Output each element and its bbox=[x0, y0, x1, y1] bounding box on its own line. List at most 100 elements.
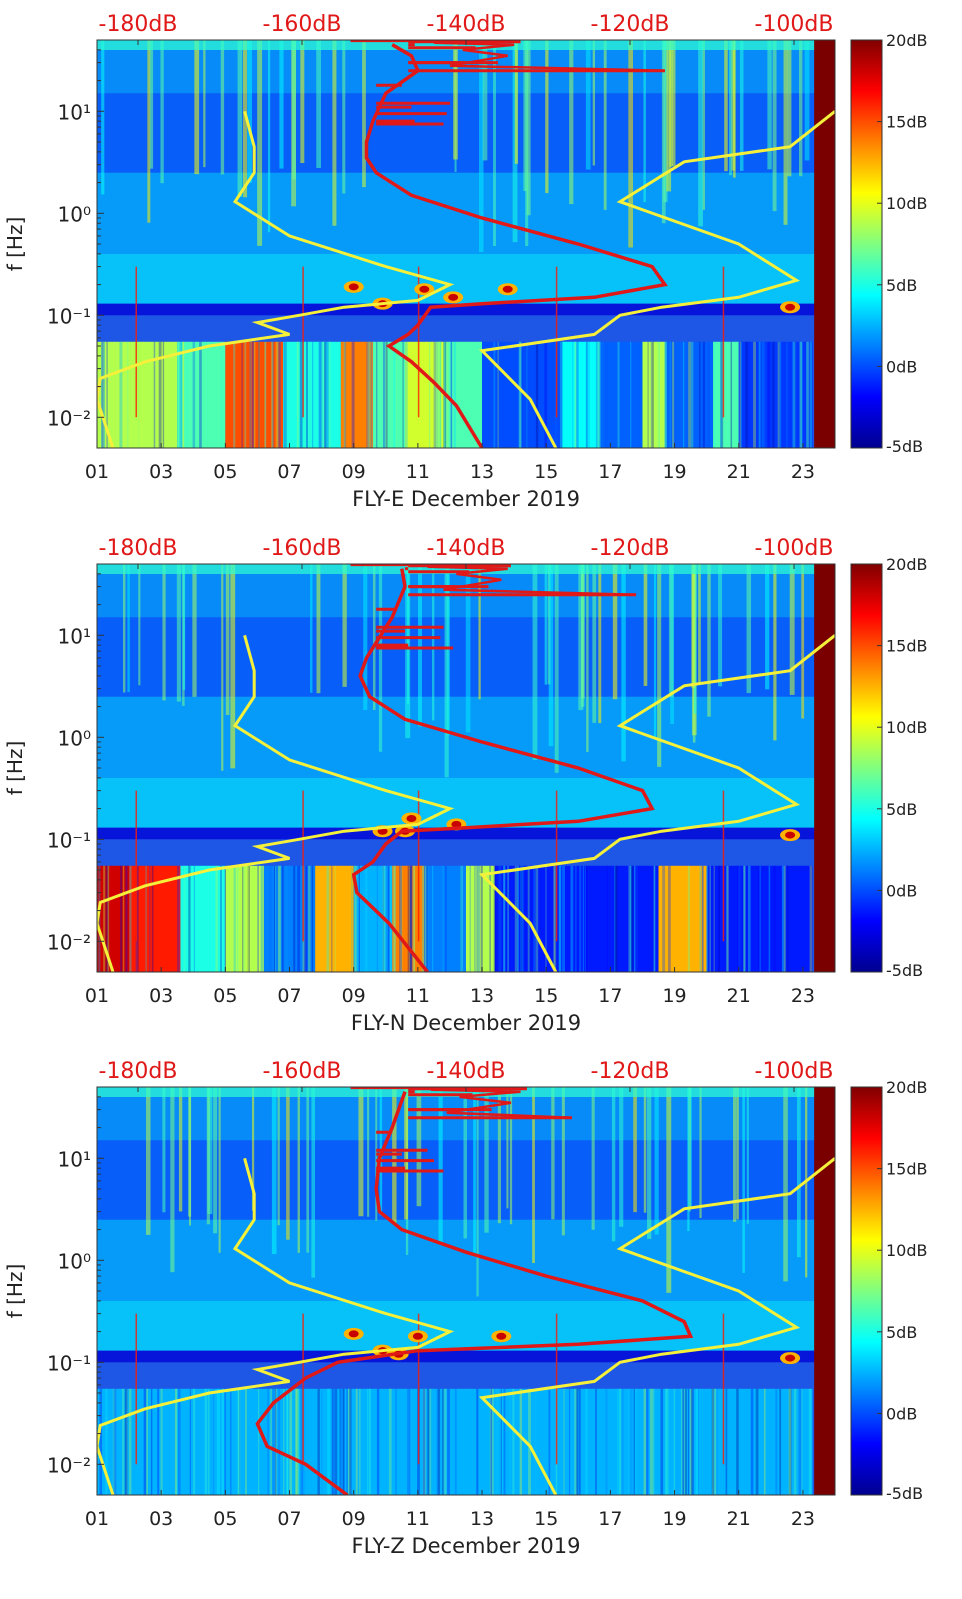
texture-stripe bbox=[326, 341, 329, 448]
texture-stripe bbox=[245, 1388, 247, 1495]
texture-stripe bbox=[684, 1388, 688, 1495]
texture-stripe bbox=[570, 865, 574, 972]
texture-stripe bbox=[576, 1388, 578, 1495]
texture-stripe bbox=[697, 1388, 701, 1495]
spike-line bbox=[722, 266, 725, 418]
texture-stripe bbox=[476, 1388, 479, 1495]
texture-stripe bbox=[520, 865, 522, 972]
texture-stripe bbox=[292, 1388, 295, 1495]
texture-stripe bbox=[269, 865, 272, 972]
low-freq-band bbox=[405, 341, 444, 448]
low-freq-band bbox=[424, 865, 466, 972]
texture-stripe bbox=[701, 865, 703, 972]
event-streak bbox=[592, 564, 597, 723]
data-end-bar bbox=[814, 564, 835, 972]
event-streak bbox=[316, 564, 321, 694]
texture-stripe bbox=[679, 1388, 681, 1495]
hotspot-core bbox=[412, 1332, 423, 1340]
event-streak bbox=[277, 1087, 280, 1226]
texture-stripe bbox=[738, 865, 742, 972]
texture-stripe bbox=[267, 1388, 269, 1495]
texture-stripe bbox=[781, 865, 785, 972]
colorbar-tick-label: -5dB bbox=[886, 961, 923, 980]
top-db-label: -160dB bbox=[263, 536, 342, 561]
texture-stripe bbox=[385, 341, 388, 448]
colorbar-tick-label: 15dB bbox=[886, 113, 928, 132]
hotspot-core bbox=[348, 1330, 359, 1338]
texture-stripe bbox=[454, 1388, 457, 1495]
texture-stripe bbox=[460, 865, 464, 972]
texture-stripe bbox=[220, 341, 224, 448]
top-db-label: -160dB bbox=[263, 12, 342, 37]
texture-stripe bbox=[237, 1388, 241, 1495]
texture-stripe bbox=[182, 341, 184, 448]
event-streak bbox=[453, 40, 458, 160]
texture-stripe bbox=[387, 865, 390, 972]
event-streak bbox=[101, 40, 105, 195]
texture-stripe bbox=[450, 341, 453, 448]
texture-stripe bbox=[366, 341, 368, 448]
texture-stripe bbox=[252, 341, 254, 448]
event-streak bbox=[237, 40, 243, 197]
texture-stripe bbox=[321, 341, 323, 448]
top-db-label: -100dB bbox=[755, 536, 834, 561]
texture-stripe bbox=[726, 865, 728, 972]
event-streak bbox=[478, 564, 481, 700]
texture-stripe bbox=[390, 865, 392, 972]
event-streak bbox=[479, 40, 484, 253]
low-freq-band bbox=[283, 341, 341, 448]
texture-stripe bbox=[430, 1388, 432, 1495]
event-streak bbox=[463, 1087, 468, 1239]
event-streak bbox=[643, 40, 646, 203]
event-streak bbox=[671, 40, 676, 167]
texture-stripe bbox=[283, 341, 285, 448]
texture-stripe bbox=[360, 865, 363, 972]
event-streak bbox=[230, 564, 236, 769]
texture-stripe bbox=[189, 1388, 192, 1495]
texture-stripe bbox=[605, 341, 608, 448]
event-streak bbox=[736, 1087, 739, 1220]
texture-stripe bbox=[376, 341, 378, 448]
event-streak bbox=[612, 564, 618, 700]
event-streak bbox=[663, 40, 668, 203]
texture-stripe bbox=[324, 341, 327, 448]
texture-stripe bbox=[157, 1388, 160, 1495]
texture-stripe bbox=[242, 865, 244, 972]
texture-stripe bbox=[750, 1388, 754, 1495]
texture-stripe bbox=[143, 1388, 147, 1495]
event-streak bbox=[192, 564, 197, 697]
texture-stripe bbox=[295, 1388, 297, 1495]
event-streak bbox=[271, 1087, 277, 1255]
texture-stripe bbox=[395, 1388, 397, 1495]
texture-stripe bbox=[260, 865, 263, 972]
texture-stripe bbox=[643, 1388, 646, 1495]
x-tick-label: 03 bbox=[149, 1508, 173, 1530]
texture-stripe bbox=[503, 865, 506, 972]
texture-stripe bbox=[275, 1388, 277, 1495]
texture-stripe bbox=[106, 341, 108, 448]
texture-stripe bbox=[360, 865, 363, 972]
texture-stripe bbox=[740, 341, 743, 448]
event-streak bbox=[551, 1087, 555, 1220]
texture-stripe bbox=[331, 1388, 334, 1495]
texture-stripe bbox=[393, 865, 397, 972]
texture-stripe bbox=[233, 865, 236, 972]
texture-stripe bbox=[113, 1388, 117, 1495]
hotspot-core bbox=[785, 1354, 796, 1362]
texture-stripe bbox=[634, 1388, 638, 1495]
texture-stripe bbox=[427, 1388, 430, 1495]
texture-stripe bbox=[323, 341, 326, 448]
texture-stripe bbox=[125, 865, 128, 972]
event-streak bbox=[444, 564, 449, 778]
x-tick-label: 21 bbox=[727, 985, 751, 1007]
event-streak bbox=[687, 1087, 690, 1232]
texture-stripe bbox=[385, 865, 389, 972]
event-streak bbox=[591, 1087, 595, 1230]
texture-stripe bbox=[422, 1388, 426, 1495]
texture-stripe bbox=[707, 341, 710, 448]
texture-stripe bbox=[128, 1388, 132, 1495]
texture-stripe bbox=[286, 1388, 289, 1495]
y-tick-label: 10⁻² bbox=[47, 930, 91, 954]
hotspot-core bbox=[502, 285, 513, 293]
